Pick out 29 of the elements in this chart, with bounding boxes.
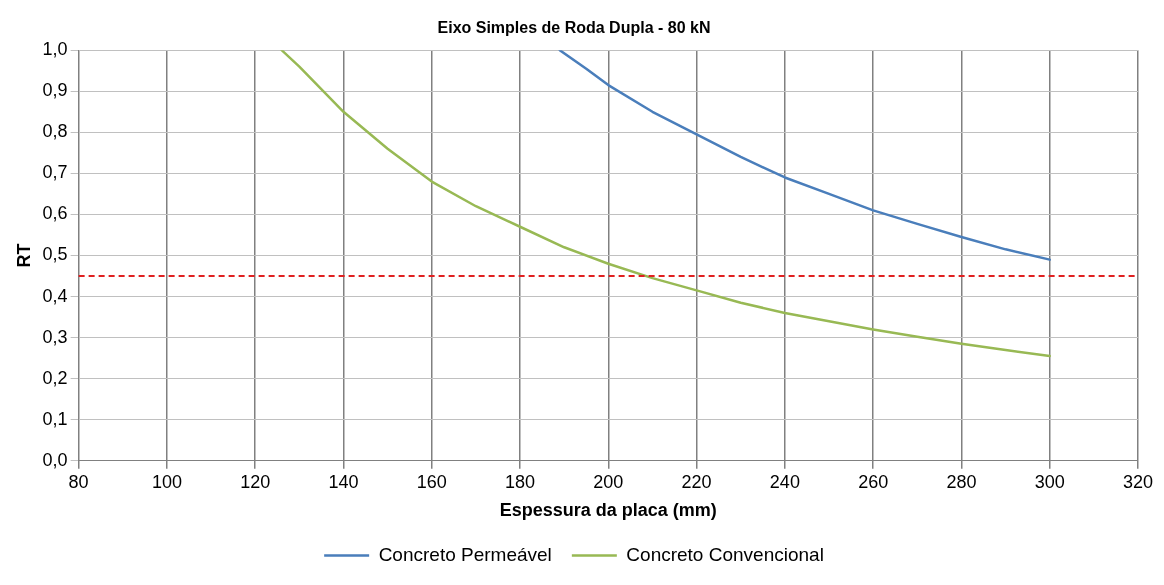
y-tick-label: 0,8 <box>42 121 68 142</box>
y-tick-label: 0,9 <box>42 80 68 101</box>
x-tick-label: 140 <box>328 471 359 492</box>
legend-label: Concreto Permeável <box>378 543 552 565</box>
y-tick-label: 1,0 <box>42 39 68 60</box>
y-tick-label: 0,1 <box>42 408 68 429</box>
x-tick-label: 280 <box>946 471 977 492</box>
y-tick-label: 0,2 <box>42 367 68 388</box>
y-axis-title: RT <box>13 243 34 268</box>
y-tick-label: 0,5 <box>42 244 68 265</box>
x-tick-label: 120 <box>240 471 271 492</box>
x-tick-label: 260 <box>858 471 889 492</box>
y-tick-label: 0,4 <box>42 285 68 306</box>
x-tick-label: 160 <box>416 471 447 492</box>
x-tick-label: 200 <box>593 471 624 492</box>
y-tick-label: 0,0 <box>42 449 68 470</box>
x-tick-label: 100 <box>151 471 182 492</box>
chart-title: Eixo Simples de Roda Dupla - 80 kN <box>437 19 711 37</box>
x-tick-label: 300 <box>1034 471 1065 492</box>
y-tick-label: 0,3 <box>42 326 68 347</box>
y-tick-label: 0,7 <box>42 162 68 183</box>
x-tick-label: 240 <box>769 471 800 492</box>
legend-label: Concreto Convencional <box>626 543 824 565</box>
x-tick-label: 220 <box>681 471 712 492</box>
y-tick-label: 0,6 <box>42 203 68 224</box>
x-tick-label: 80 <box>68 471 89 492</box>
x-tick-label: 180 <box>505 471 536 492</box>
x-axis-title: Espessura da placa (mm) <box>499 500 717 521</box>
x-tick-label: 320 <box>1122 471 1154 492</box>
